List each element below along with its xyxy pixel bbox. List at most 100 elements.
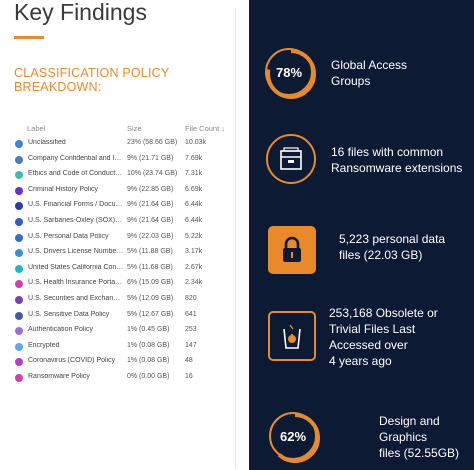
column-header-file-count-label: File Count	[185, 124, 220, 133]
row-label: U.S. Drivers License Number P...	[28, 248, 124, 256]
table-row[interactable]: Encrypted 1% (0.08 GB) 147	[0, 340, 249, 355]
lock-icon	[268, 226, 316, 274]
row-count: 6.69k	[185, 185, 203, 193]
legend-dot	[15, 280, 23, 289]
stat-line: Ransomware extensions	[331, 161, 463, 175]
legend-dot	[15, 202, 23, 211]
legend-dot	[15, 155, 23, 164]
legend-dot	[15, 327, 23, 336]
legend-dot	[15, 264, 23, 273]
legend-dot	[15, 233, 23, 242]
stat-line: Design and	[379, 414, 440, 428]
row-size: 0% (0.00 GB)	[127, 373, 170, 380]
percent-badge: 62%	[269, 412, 320, 463]
stat-line: files (22.03 GB)	[339, 248, 423, 262]
table-row[interactable]: Ransomware Policy 0% (0.00 GB) 16	[0, 371, 249, 386]
row-size: 5% (11.88 GB)	[127, 248, 173, 256]
row-size: 5% (12.09 GB)	[127, 295, 174, 302]
legend-dot	[15, 218, 23, 226]
row-count: 7.69k	[185, 154, 203, 162]
legend-dot	[15, 311, 23, 320]
file-cabinet-icon	[266, 134, 316, 184]
row-size: 1% (0.08 GB)	[127, 357, 170, 365]
row-size: 9% (21.71 GB)	[127, 154, 174, 162]
row-count: 641	[185, 310, 197, 318]
row-count: 820	[185, 295, 197, 302]
row-label: Company Confidential and Int...	[28, 154, 124, 162]
row-size: 23% (58.66 GB)	[127, 139, 178, 146]
stat-line: Global Access	[331, 58, 408, 72]
row-count: 10.03k	[185, 139, 207, 146]
table-row[interactable]: Ethics and Code of Conduct P... 10% (23.7…	[0, 168, 249, 183]
legend-dot	[15, 186, 23, 195]
column-header-size[interactable]: Size	[127, 124, 142, 133]
progress-ring-icon	[266, 49, 316, 99]
stat-line: Accessed over	[329, 338, 408, 352]
row-count: 48	[185, 357, 193, 365]
table-row[interactable]: U.S. Securities and Exchange ... 5% (12.0…	[0, 293, 249, 308]
stat-text: 253,168 Obsolete or Trivial Files Last A…	[329, 305, 438, 369]
legend-dot	[15, 374, 23, 382]
row-count: 7.31k	[185, 170, 203, 178]
progress-ring-icon	[270, 413, 320, 463]
row-size: 1% (0.08 GB)	[127, 341, 170, 349]
table-row[interactable]: U.S. Personal Data Policy 9% (22.03 GB) 5.…	[0, 231, 249, 246]
row-label: Ransomware Policy	[28, 373, 90, 380]
table-row[interactable]: U.S. Drivers License Number P... 5% (11.8…	[0, 246, 249, 261]
row-label: United States California Cons...	[28, 263, 124, 271]
row-count: 2.34k	[185, 279, 203, 287]
row-label: Authentication Policy	[28, 326, 93, 334]
row-size: 6% (15.09 GB)	[127, 279, 174, 287]
row-label: Criminal History Policy	[28, 185, 99, 193]
row-count: 5.22k	[185, 232, 203, 240]
stat-text: Global Access Groups	[331, 57, 407, 89]
row-label: Unclassified	[28, 139, 66, 146]
row-label: U.S. Personal Data Policy	[28, 232, 109, 240]
table-row[interactable]: U.S. Financial Forms / Docum... 9% (21.64…	[0, 199, 249, 214]
stat-line: Trivial Files Last	[329, 322, 416, 336]
legend-dot	[15, 342, 23, 351]
stat-line: 5,223 personal data	[339, 232, 446, 246]
stat-text: 5,223 personal data files (22.03 GB)	[339, 231, 445, 263]
row-size: 9% (21.64 GB)	[127, 217, 174, 224]
table-row[interactable]: Criminal History Policy 9% (22.85 GB) 6.69…	[0, 184, 249, 199]
row-label: Ethics and Code of Conduct P...	[28, 170, 124, 178]
sort-desc-icon: ↓	[221, 124, 226, 133]
row-size: 10% (23.74 GB)	[127, 170, 178, 178]
row-count: 6.44k	[185, 201, 203, 209]
row-label: Encrypted	[28, 341, 60, 349]
row-size: 1% (0.45 GB)	[127, 326, 170, 334]
table-row[interactable]: U.S. Sarbanes-Oxley (SOX) Pol... 9% (21.6…	[0, 215, 249, 230]
row-count: 3.17k	[185, 248, 203, 256]
row-count: 6.44k	[185, 217, 203, 224]
stat-text: 16 files with common Ransomware extensio…	[331, 144, 462, 176]
stat-text: Design and Graphics files (52.55GB)	[379, 413, 459, 461]
row-label: U.S. Securities and Exchange ...	[28, 295, 124, 302]
row-count: 253	[185, 326, 197, 334]
panel-divider	[235, 8, 236, 468]
stat-line: files (52.55GB)	[379, 446, 460, 460]
key-findings-panel: 78% Global Access Groups 16 files with c…	[249, 0, 474, 470]
page-title: Key Findings	[14, 0, 147, 25]
column-header-label[interactable]: Label	[27, 124, 46, 133]
table-row[interactable]: United States California Cons... 5% (11.6…	[0, 262, 249, 277]
legend-dot	[15, 171, 23, 180]
stat-line: Groups	[331, 74, 371, 88]
trash-icon	[268, 311, 316, 361]
table-row[interactable]: U.S. Health Insurance Portabili... 6% (15…	[0, 277, 249, 292]
table-row[interactable]: Unclassified 23% (58.66 GB) 10.03k	[0, 137, 249, 152]
row-count: 147	[185, 341, 197, 349]
legend-dot	[15, 249, 23, 258]
row-size: 5% (12.67 GB)	[127, 310, 174, 318]
table-row[interactable]: U.S. Sensitive Data Policy 5% (12.67 GB) 6…	[0, 309, 249, 324]
column-header-file-count[interactable]: File Count ↓	[185, 124, 225, 133]
table-row[interactable]: Company Confidential and Int... 9% (21.71…	[0, 153, 249, 168]
stat-line: 4 years ago	[329, 354, 392, 368]
table-row[interactable]: Authentication Policy 1% (0.45 GB) 253	[0, 324, 249, 339]
stat-line: 253,168 Obsolete or	[329, 306, 438, 320]
table-row[interactable]: Coronavirus (COVID) Policy 1% (0.08 GB) 48	[0, 355, 249, 370]
classification-panel: Key Findings CLASSIFICATION POLICY BREAK…	[0, 0, 249, 468]
legend-dot	[15, 358, 23, 367]
row-label: U.S. Sensitive Data Policy	[28, 310, 110, 318]
title-underline	[14, 36, 44, 39]
